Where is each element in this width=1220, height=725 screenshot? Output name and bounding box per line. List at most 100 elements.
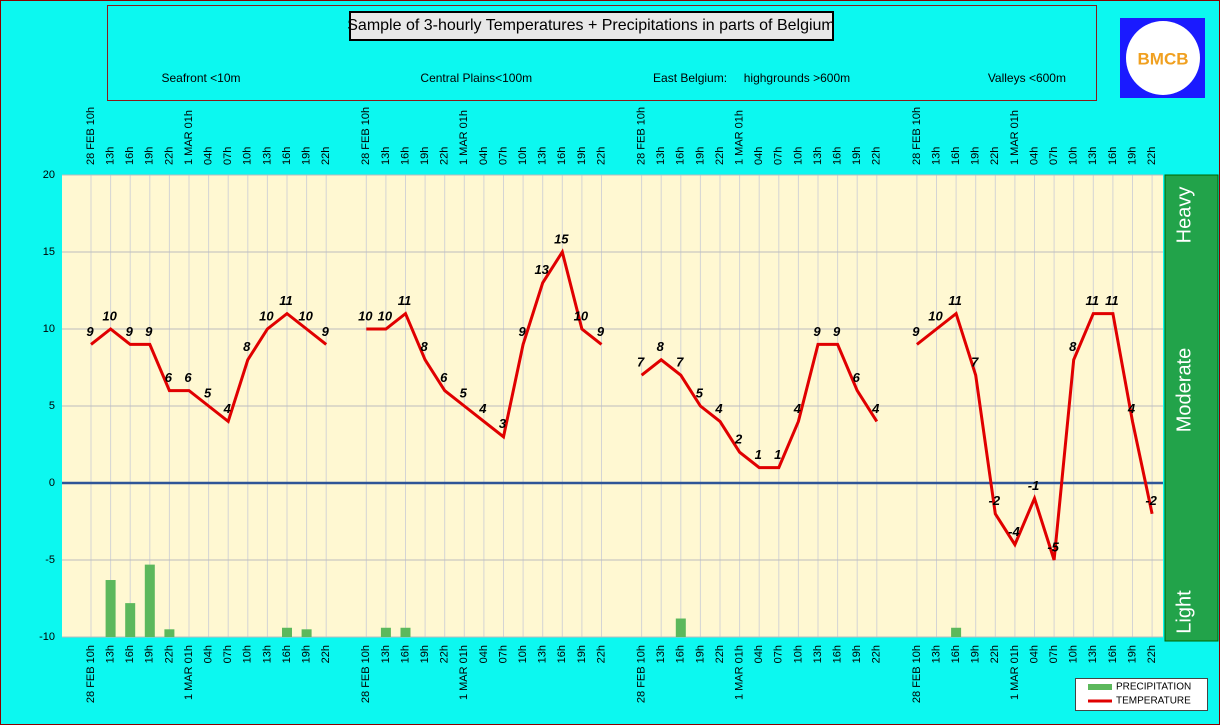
- data-label: 4: [1127, 401, 1136, 416]
- x-tick-label: 28 FEB 10h: [85, 645, 97, 703]
- x-tick-label-top: 07h: [222, 147, 234, 165]
- x-tick-label: 16h: [124, 645, 136, 663]
- x-tick-label-top: 04h: [1028, 147, 1040, 165]
- data-label: 10: [259, 308, 274, 323]
- legend-label: TEMPERATURE: [1116, 696, 1191, 707]
- x-tick-label: 13h: [261, 645, 273, 663]
- data-label: 9: [322, 324, 330, 339]
- x-tick-label-top: 10h: [242, 147, 254, 165]
- data-label: 7: [971, 355, 979, 370]
- x-tick-label: 19h: [1126, 645, 1138, 663]
- x-tick-label: 10h: [1068, 645, 1080, 663]
- x-tick-label: 04h: [203, 645, 215, 663]
- x-tick-label: 13h: [380, 645, 392, 663]
- x-tick-label-top: 16h: [124, 147, 136, 165]
- x-tick-label: 10h: [517, 645, 529, 663]
- x-tick-label: 04h: [1028, 645, 1040, 663]
- x-tick-label-top: 22h: [595, 147, 607, 165]
- x-tick-label: 19h: [144, 645, 156, 663]
- data-label: 9: [597, 324, 605, 339]
- data-label: 7: [676, 355, 684, 370]
- x-tick-label-top: 16h: [281, 147, 293, 165]
- x-tick-label-top: 19h: [419, 147, 431, 165]
- data-label: 9: [912, 324, 920, 339]
- y-tick-label: 15: [43, 246, 55, 258]
- x-tick-label-top: 07h: [1048, 147, 1060, 165]
- legend-label: PRECIPITATION: [1116, 682, 1191, 693]
- legend-box: [1075, 678, 1208, 711]
- x-tick-label-top: 1 MAR 01h: [734, 110, 746, 165]
- data-label: 10: [358, 308, 373, 323]
- precip-bar: [380, 627, 391, 637]
- data-label: 11: [1105, 293, 1119, 308]
- x-tick-label: 22h: [595, 645, 607, 663]
- data-label: 10: [378, 308, 393, 323]
- x-tick-label-top: 19h: [144, 147, 156, 165]
- x-tick-label-top: 13h: [380, 147, 392, 165]
- x-tick-label-top: 28 FEB 10h: [360, 107, 372, 165]
- data-label: 1: [774, 447, 781, 462]
- data-label: 8: [1069, 339, 1077, 354]
- x-tick-label: 19h: [301, 645, 313, 663]
- data-label: 6: [440, 370, 448, 385]
- data-label: 9: [126, 324, 134, 339]
- intensity-panel: [1164, 174, 1219, 642]
- x-tick-label-top: 04h: [478, 147, 490, 165]
- precip-bar: [282, 627, 292, 637]
- x-tick-label-top: 10h: [792, 147, 804, 165]
- x-tick-label-top: 16h: [675, 147, 687, 165]
- x-tick-label-top: 22h: [989, 147, 1001, 165]
- x-tick-label-top: 13h: [537, 147, 549, 165]
- precip-bar: [951, 627, 962, 637]
- x-tick-label-top: 13h: [105, 147, 117, 165]
- x-tick-label: 28 FEB 10h: [636, 645, 648, 703]
- x-tick-label: 16h: [399, 645, 411, 663]
- y-tick-label: 5: [49, 400, 55, 412]
- intensity-label: Light: [1173, 590, 1195, 634]
- x-tick-label: 13h: [105, 645, 117, 663]
- x-tick-label: 16h: [950, 645, 962, 663]
- panel-label: Seafront <10m: [161, 71, 240, 85]
- precip-bar: [105, 580, 116, 637]
- x-tick-label: 19h: [851, 645, 863, 663]
- data-label: 5: [696, 385, 704, 400]
- x-tick-label: 1 MAR 01h: [458, 645, 470, 700]
- precip-bar: [301, 629, 312, 637]
- data-label: 9: [86, 324, 94, 339]
- x-tick-label: 07h: [1048, 645, 1060, 663]
- data-label: 15: [554, 231, 569, 246]
- x-tick-label: 22h: [714, 645, 726, 663]
- x-tick-label: 16h: [281, 645, 293, 663]
- x-tick-label-top: 13h: [1087, 147, 1099, 165]
- x-tick-label: 22h: [871, 645, 883, 663]
- x-tick-label-top: 10h: [1068, 147, 1080, 165]
- data-label: 3: [499, 416, 507, 431]
- temperature-line: [915, 311, 1154, 561]
- data-label: -4: [1008, 524, 1020, 539]
- x-tick-label-top: 13h: [655, 147, 667, 165]
- data-label: 5: [460, 385, 468, 400]
- x-tick-label-top: 16h: [950, 147, 962, 165]
- x-tick-label-top: 19h: [576, 147, 588, 165]
- data-label: 11: [948, 293, 962, 308]
- x-tick-label: 16h: [1107, 645, 1119, 663]
- x-tick-label: 16h: [556, 645, 568, 663]
- data-label: 4: [478, 401, 487, 416]
- y-tick-label: -5: [45, 554, 55, 566]
- x-tick-label-top: 22h: [320, 147, 332, 165]
- data-label: 4: [223, 401, 232, 416]
- x-tick-label: 19h: [694, 645, 706, 663]
- panel-label: East Belgium: highgrounds >600m: [653, 71, 850, 85]
- chart-title: Sample of 3-hourly Temperatures + Precip…: [347, 17, 835, 34]
- intensity-label: Heavy: [1173, 187, 1195, 244]
- data-label: -5: [1047, 539, 1059, 554]
- data-label: 11: [398, 293, 412, 308]
- x-tick-label: 1 MAR 01h: [183, 645, 195, 700]
- data-label: 2: [734, 432, 743, 447]
- x-tick-label: 13h: [812, 645, 824, 663]
- data-label: 10: [102, 308, 117, 323]
- title-box: [349, 11, 834, 41]
- data-label: 13: [534, 262, 549, 277]
- data-label: 8: [420, 339, 428, 354]
- x-tick-label-top: 04h: [203, 147, 215, 165]
